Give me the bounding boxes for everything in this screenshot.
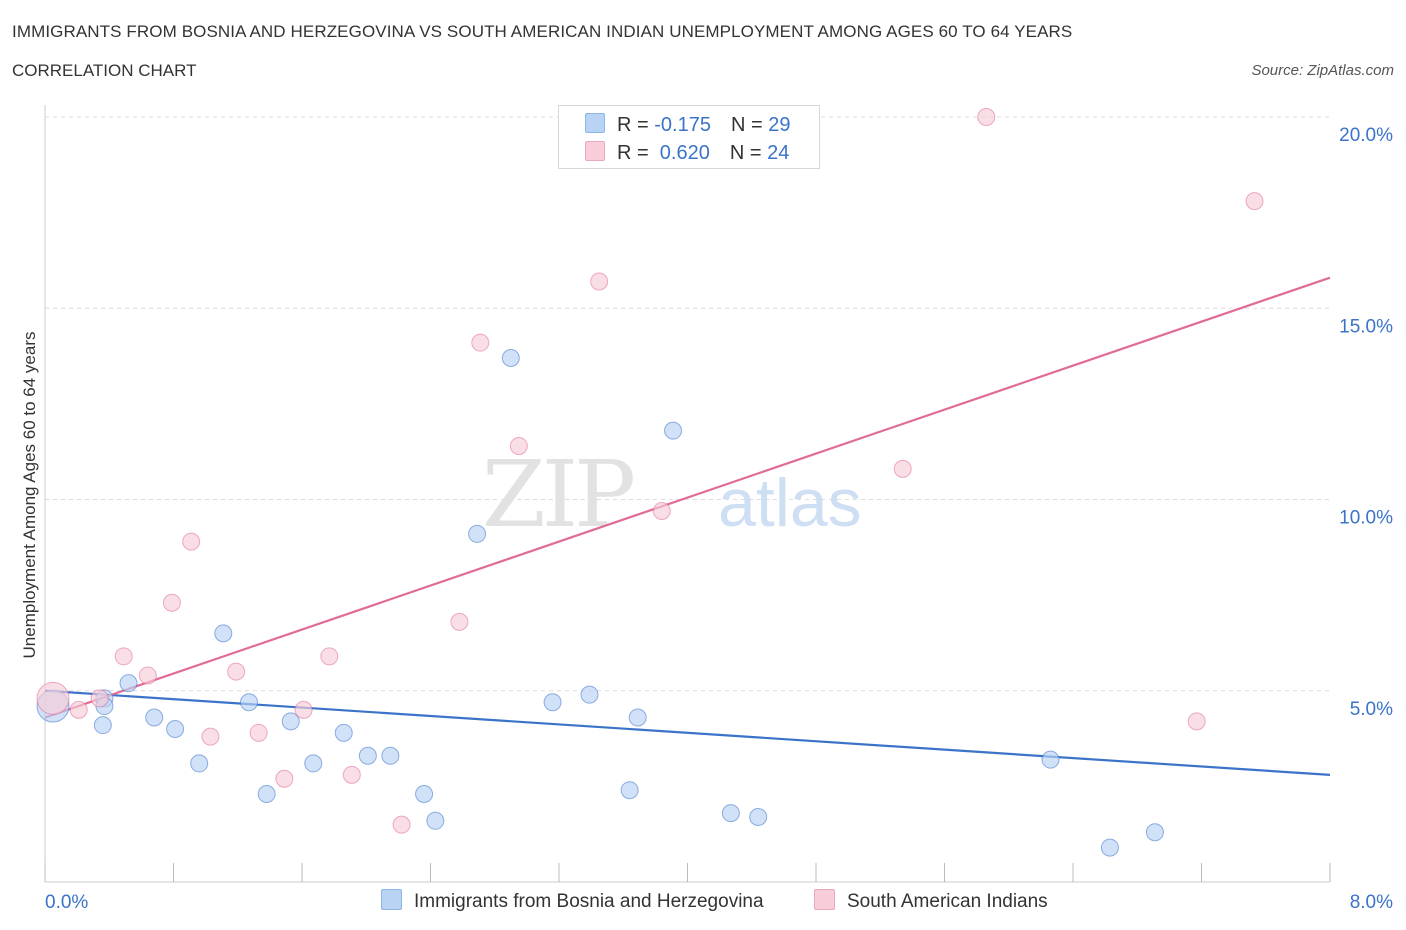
south-american-point xyxy=(182,532,201,551)
south-american-point xyxy=(450,612,469,631)
bosnia-point xyxy=(214,624,233,643)
south-american-point xyxy=(138,666,157,685)
bosnia-trend-line xyxy=(44,689,1331,776)
bosnia-point xyxy=(257,785,276,804)
bosnia-point xyxy=(145,708,164,727)
south-american-point xyxy=(590,272,609,291)
data-points xyxy=(36,108,1264,857)
bosnia-point xyxy=(501,348,520,367)
bottom-legend-bosnia: Immigrants from Bosnia and Herzegovina xyxy=(381,889,764,913)
bosnia-point xyxy=(415,785,434,804)
bosnia-point xyxy=(468,524,487,543)
south-american-point xyxy=(36,681,70,715)
bosnia-point xyxy=(580,685,599,704)
bottom-legend-south-american: South American Indians xyxy=(814,889,1048,913)
axes xyxy=(44,105,1331,883)
legend-swatch-pink xyxy=(585,141,605,161)
legend-r-value: -0.175 xyxy=(654,114,711,136)
bosnia-point xyxy=(281,712,300,731)
bosnia-point xyxy=(119,674,138,693)
legend-n-label: N = xyxy=(729,142,768,164)
y-tick-label: 20.0% xyxy=(1339,125,1393,146)
bosnia-point xyxy=(749,807,768,826)
south-american-point xyxy=(342,765,361,784)
bosnia-point xyxy=(664,421,683,440)
south-american-point xyxy=(275,769,294,788)
bottom-legend-label: Immigrants from Bosnia and Herzegovina xyxy=(414,891,764,912)
south-american-point xyxy=(893,459,912,478)
watermark-zip: ZIP xyxy=(482,441,633,548)
south-american-point xyxy=(320,647,339,666)
legend-n-value: 24 xyxy=(767,142,790,164)
chart-subtitle: CORRELATION CHART xyxy=(12,61,197,80)
south-american-point xyxy=(1187,712,1206,731)
south-american-point xyxy=(114,647,133,666)
bosnia-point xyxy=(381,746,400,765)
bosnia-point xyxy=(543,693,562,712)
bosnia-point xyxy=(304,754,323,773)
south-american-point xyxy=(294,700,313,719)
south-american-point xyxy=(977,108,996,126)
tick-labels: 5.0% 10.0% 15.0% 20.0% 0.0% 8.0% xyxy=(45,125,1393,913)
south-american-point xyxy=(162,593,181,612)
bosnia-point xyxy=(620,781,639,800)
south-american-point xyxy=(227,662,246,681)
bosnia-point xyxy=(628,708,647,727)
y-tick-label: 10.0% xyxy=(1339,508,1393,529)
south-american-point xyxy=(392,815,411,834)
bosnia-point xyxy=(166,720,185,738)
legend-r-value: 0.620 xyxy=(654,142,710,164)
correlation-legend: R = -0.175 N = 29 R = 0.620 N = 24 xyxy=(558,105,820,169)
watermark-atlas: atlas xyxy=(718,465,862,541)
bottom-legend-label: South American Indians xyxy=(847,891,1048,912)
trend-lines xyxy=(44,276,1331,776)
south-american-point xyxy=(1245,192,1264,211)
bosnia-point xyxy=(1100,838,1119,857)
y-tick-label: 15.0% xyxy=(1339,316,1393,337)
bosnia-point xyxy=(1041,750,1060,769)
bottom-legend-swatch-pink xyxy=(814,889,835,910)
south-american-point xyxy=(201,727,220,746)
source-label: Source: ZipAtlas.com xyxy=(1251,62,1394,79)
y-tick-label: 5.0% xyxy=(1350,699,1393,720)
bosnia-point xyxy=(190,754,209,773)
legend-r-label: R = xyxy=(617,142,655,164)
y-axis-label: Unemployment Among Ages 60 to 64 years xyxy=(20,331,39,659)
bottom-legend-swatch-blue xyxy=(381,889,402,910)
legend-n-value: 29 xyxy=(768,114,791,136)
legend-swatch-blue xyxy=(585,113,605,133)
chart-title: IMMIGRANTS FROM BOSNIA AND HERZEGOVINA V… xyxy=(12,22,1073,41)
bosnia-point xyxy=(358,746,377,765)
legend-n-label: N = xyxy=(730,114,769,136)
bosnia-point xyxy=(93,716,112,735)
x-tick-label: 0.0% xyxy=(45,892,88,913)
bosnia-point xyxy=(334,723,353,742)
bosnia-point xyxy=(426,811,445,830)
south-american-point xyxy=(90,689,109,708)
bosnia-point xyxy=(1145,823,1164,842)
south-american-trend-line xyxy=(44,276,1331,719)
south-american-point xyxy=(652,501,671,520)
south-american-point xyxy=(509,436,528,455)
legend-r-label: R = xyxy=(617,114,655,136)
legend-row-bosnia: R = -0.175 N = 29 xyxy=(585,113,790,137)
bosnia-point xyxy=(721,804,740,823)
watermark: ZIP atlas xyxy=(482,441,862,548)
bosnia-point xyxy=(239,693,258,712)
south-american-point xyxy=(249,723,268,742)
grid-lines xyxy=(45,116,1330,692)
x-tick-label: 8.0% xyxy=(1350,892,1393,913)
south-american-point xyxy=(471,333,490,352)
legend-row-south-american: R = 0.620 N = 24 xyxy=(585,141,789,165)
south-american-point xyxy=(69,700,88,719)
